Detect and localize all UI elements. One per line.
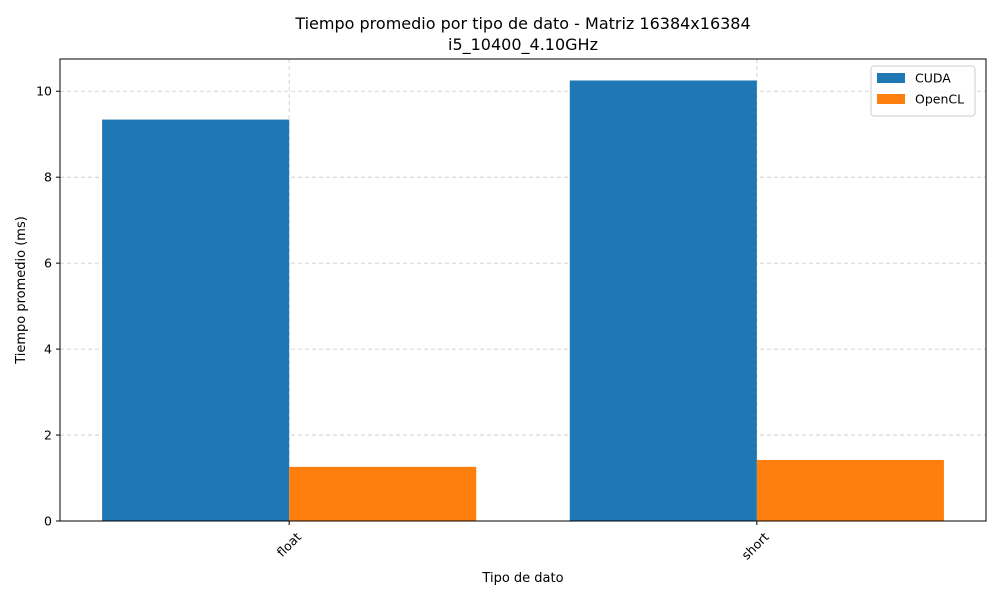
bar-opencl-float bbox=[289, 466, 477, 521]
legend-label-cuda: CUDA bbox=[915, 71, 951, 86]
legend-swatch-cuda bbox=[877, 73, 905, 83]
y-tick-label: 2 bbox=[44, 428, 52, 443]
y-axis-ticks: 0 2 4 6 8 10 bbox=[36, 84, 60, 529]
bar-cuda-short bbox=[569, 80, 757, 521]
chart-title: Tiempo promedio por tipo de dato - Matri… bbox=[294, 14, 750, 33]
x-tick-label: short bbox=[738, 529, 771, 562]
bar-cuda-float bbox=[102, 119, 290, 522]
y-tick-label: 8 bbox=[44, 170, 52, 185]
y-axis-label: Tiempo promedio (ms) bbox=[14, 216, 29, 365]
legend: CUDA OpenCL bbox=[870, 65, 976, 117]
plot-frame bbox=[59, 58, 987, 522]
x-axis-ticks: float short bbox=[274, 521, 772, 563]
y-tick-label: 10 bbox=[36, 84, 52, 99]
x-axis-label: Tipo de dato bbox=[481, 571, 563, 586]
y-tick-label: 0 bbox=[44, 514, 52, 529]
y-tick-label: 4 bbox=[44, 342, 52, 357]
bar-opencl-short bbox=[756, 459, 944, 521]
bars bbox=[102, 80, 944, 522]
legend-swatch-opencl bbox=[877, 94, 905, 104]
y-tick-label: 6 bbox=[44, 256, 52, 271]
chart-subtitle: i5_10400_4.10GHz bbox=[448, 35, 598, 55]
x-tick-label: float bbox=[274, 529, 305, 560]
legend-label-opencl: OpenCL bbox=[915, 92, 964, 107]
